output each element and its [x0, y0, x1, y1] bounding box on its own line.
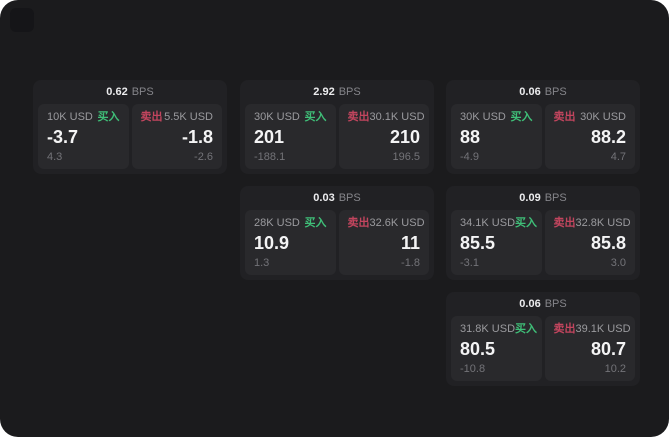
buy-panel[interactable]: 34.1K USD 买入 85.5 -3.1	[451, 210, 542, 275]
bps-value: 0.09	[519, 192, 541, 204]
buy-delta: 4.3	[47, 151, 63, 163]
sell-label: 卖出	[347, 217, 370, 229]
buy-panel[interactable]: 30K USD 买入 88 -4.9	[451, 104, 542, 169]
bps-unit-label: BPS	[544, 298, 567, 310]
bps-unit-label: BPS	[338, 86, 361, 98]
sell-price: 210	[389, 126, 420, 147]
sell-size: 30.1K USD	[369, 111, 425, 123]
sell-price: 85.8	[590, 232, 626, 253]
quote-card: 0.09 BPS 34.1K USD 买入 85.5 -3.1 卖出 32.8K…	[446, 186, 640, 280]
buy-price: 85.5	[460, 232, 496, 253]
buy-price: 88	[460, 126, 481, 147]
sell-label: 卖出	[553, 323, 576, 335]
sell-label: 卖出	[140, 111, 163, 123]
sell-delta: 3.0	[610, 257, 626, 269]
bps-unit-label: BPS	[544, 86, 567, 98]
sell-delta: -2.6	[194, 151, 213, 163]
buy-size: 28K USD	[254, 217, 300, 229]
sell-delta: 4.7	[610, 151, 626, 163]
sell-size: 5.5K USD	[164, 111, 213, 123]
quote-card: 2.92 BPS 30K USD 买入 201 -188.1 卖出 30.1K …	[240, 80, 434, 174]
buy-delta: -10.8	[460, 363, 486, 375]
buy-label: 买入	[304, 111, 327, 123]
buy-size: 30K USD	[460, 111, 506, 123]
buy-delta: 1.3	[254, 257, 270, 269]
quote-panels: 28K USD 买入 10.9 1.3 卖出 32.6K USD 11 -1.8	[245, 210, 429, 275]
card-header: 0.03 BPS	[245, 186, 429, 210]
app-icon[interactable]	[10, 8, 34, 32]
bps-value: 0.06	[519, 86, 541, 98]
buy-delta: -188.1	[254, 151, 286, 163]
sell-size: 32.8K USD	[575, 217, 631, 229]
buy-delta: -4.9	[460, 151, 479, 163]
quote-card: 0.06 BPS 30K USD 买入 88 -4.9 卖出 30K USD 8…	[446, 80, 640, 174]
bps-value: 0.06	[519, 298, 541, 310]
sell-label: 卖出	[553, 111, 576, 123]
sell-panel[interactable]: 卖出 32.8K USD 85.8 3.0	[544, 210, 635, 275]
sell-price: 88.2	[590, 126, 626, 147]
sell-size: 32.6K USD	[369, 217, 425, 229]
buy-panel[interactable]: 28K USD 买入 10.9 1.3	[245, 210, 336, 275]
buy-label: 买入	[510, 111, 533, 123]
sell-delta: 10.2	[604, 363, 626, 375]
sell-panel[interactable]: 卖出 32.6K USD 11 -1.8	[338, 210, 429, 275]
bps-value: 0.03	[313, 192, 335, 204]
sell-panel[interactable]: 卖出 39.1K USD 80.7 10.2	[544, 316, 635, 381]
sell-panel[interactable]: 卖出 30K USD 88.2 4.7	[544, 104, 635, 169]
sell-delta: 196.5	[392, 151, 420, 163]
bps-unit-label: BPS	[544, 192, 567, 204]
card-header: 0.62 BPS	[38, 80, 222, 104]
quote-card: 0.03 BPS 28K USD 买入 10.9 1.3 卖出 32.6K US…	[240, 186, 434, 280]
buy-price: -3.7	[47, 126, 79, 147]
quote-panels: 30K USD 买入 88 -4.9 卖出 30K USD 88.2 4.7	[451, 104, 635, 169]
card-header: 0.06 BPS	[451, 80, 635, 104]
sell-panel[interactable]: 卖出 30.1K USD 210 196.5	[338, 104, 429, 169]
sell-price: -1.8	[181, 126, 213, 147]
card-header: 2.92 BPS	[245, 80, 429, 104]
quote-panels: 10K USD 买入 -3.7 4.3 卖出 5.5K USD -1.8 -2.…	[38, 104, 222, 169]
quote-panels: 31.8K USD 买入 80.5 -10.8 卖出 39.1K USD 80.…	[451, 316, 635, 381]
sell-label: 卖出	[553, 217, 576, 229]
quote-card: 0.06 BPS 31.8K USD 买入 80.5 -10.8 卖出 39.1…	[446, 292, 640, 386]
bps-unit-label: BPS	[131, 86, 154, 98]
buy-size: 31.8K USD	[460, 323, 516, 335]
buy-label: 买入	[304, 217, 327, 229]
quote-panels: 30K USD 买入 201 -188.1 卖出 30.1K USD 210 1…	[245, 104, 429, 169]
sell-size: 30K USD	[580, 111, 626, 123]
sell-price: 80.7	[590, 338, 626, 359]
buy-label: 买入	[515, 217, 538, 229]
sell-panel[interactable]: 卖出 5.5K USD -1.8 -2.6	[131, 104, 222, 169]
bps-value: 2.92	[313, 86, 335, 98]
buy-panel[interactable]: 31.8K USD 买入 80.5 -10.8	[451, 316, 542, 381]
buy-size: 30K USD	[254, 111, 300, 123]
sell-label: 卖出	[347, 111, 370, 123]
buy-price: 201	[254, 126, 285, 147]
buy-size: 34.1K USD	[460, 217, 516, 229]
sell-delta: -1.8	[401, 257, 420, 269]
buy-label: 买入	[97, 111, 120, 123]
bps-unit-label: BPS	[338, 192, 361, 204]
card-header: 0.06 BPS	[451, 292, 635, 316]
card-header: 0.09 BPS	[451, 186, 635, 210]
buy-label: 买入	[515, 323, 538, 335]
buy-panel[interactable]: 10K USD 买入 -3.7 4.3	[38, 104, 129, 169]
sell-price: 11	[400, 232, 420, 253]
buy-delta: -3.1	[460, 257, 479, 269]
buy-size: 10K USD	[47, 111, 93, 123]
buy-panel[interactable]: 30K USD 买入 201 -188.1	[245, 104, 336, 169]
buy-price: 10.9	[254, 232, 290, 253]
quote-card: 0.62 BPS 10K USD 买入 -3.7 4.3 卖出 5.5K USD…	[33, 80, 227, 174]
quote-panels: 34.1K USD 买入 85.5 -3.1 卖出 32.8K USD 85.8…	[451, 210, 635, 275]
buy-price: 80.5	[460, 338, 496, 359]
bps-value: 0.62	[106, 86, 128, 98]
sell-size: 39.1K USD	[575, 323, 631, 335]
